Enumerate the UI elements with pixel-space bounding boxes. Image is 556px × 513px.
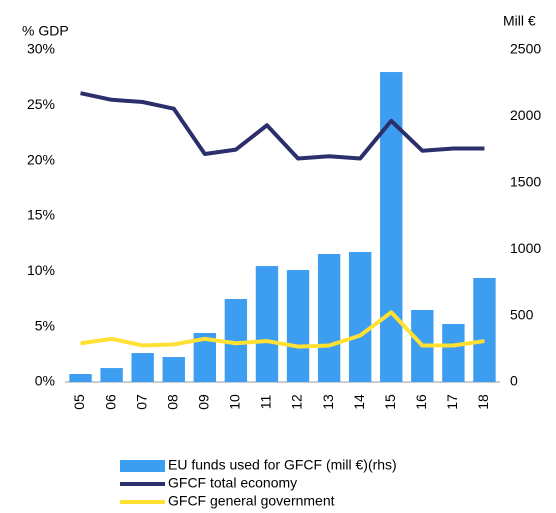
x-tick-label: 14 <box>351 394 367 410</box>
y2-tick-label: 0 <box>510 373 518 389</box>
bar <box>380 72 403 382</box>
bar <box>317 253 341 382</box>
bar <box>224 299 248 382</box>
y-tick-label: 20% <box>27 151 55 167</box>
y-tick-label: 25% <box>27 96 55 112</box>
line <box>80 310 485 349</box>
y-tick-label: 10% <box>27 262 55 278</box>
y-tick-label: 5% <box>35 317 55 333</box>
x-tick-label: 09 <box>196 394 212 410</box>
y2-tick-label: 2500 <box>510 41 541 57</box>
x-tick-label: 17 <box>444 394 460 410</box>
y-axis-label: % GDP <box>22 23 69 39</box>
bar <box>131 353 154 382</box>
legend-label: EU funds used for GFCF (mill €)(rhs) <box>168 457 397 473</box>
bar <box>193 332 217 382</box>
x-tick-label: 18 <box>475 394 491 410</box>
x-tick-label: 11 <box>258 395 274 410</box>
y2-tick-label: 1000 <box>510 240 541 256</box>
x-tick-label: 16 <box>413 394 429 410</box>
line <box>80 91 485 161</box>
y-tick-label: 15% <box>27 207 55 223</box>
y2-tick-label: 1500 <box>510 174 541 190</box>
y2-axis-label: Mill € <box>503 13 536 29</box>
x-tick-label: 15 <box>382 394 398 410</box>
bar <box>69 374 92 382</box>
x-tick-label: 07 <box>133 394 149 410</box>
x-tick-label: 10 <box>227 394 243 410</box>
bar <box>286 270 310 382</box>
bar <box>162 357 185 382</box>
bar <box>473 278 496 382</box>
y-tick-label: 0% <box>35 373 55 389</box>
legend-swatch <box>120 460 165 472</box>
x-tick-label: 06 <box>102 394 118 410</box>
bar <box>100 368 123 382</box>
bar <box>348 251 372 382</box>
x-tick-label: 08 <box>164 394 180 410</box>
y2-tick-label: 2000 <box>510 107 541 123</box>
y-tick-label: 30% <box>27 41 55 57</box>
x-tick-label: 05 <box>71 394 87 410</box>
y2-tick-label: 500 <box>510 306 534 322</box>
x-tick-label: 12 <box>289 394 305 410</box>
bar <box>442 323 465 382</box>
legend-label: GFCF general government <box>168 493 335 509</box>
bar <box>255 266 279 382</box>
x-tick-label: 13 <box>320 394 336 410</box>
legend-label: GFCF total economy <box>168 475 297 491</box>
